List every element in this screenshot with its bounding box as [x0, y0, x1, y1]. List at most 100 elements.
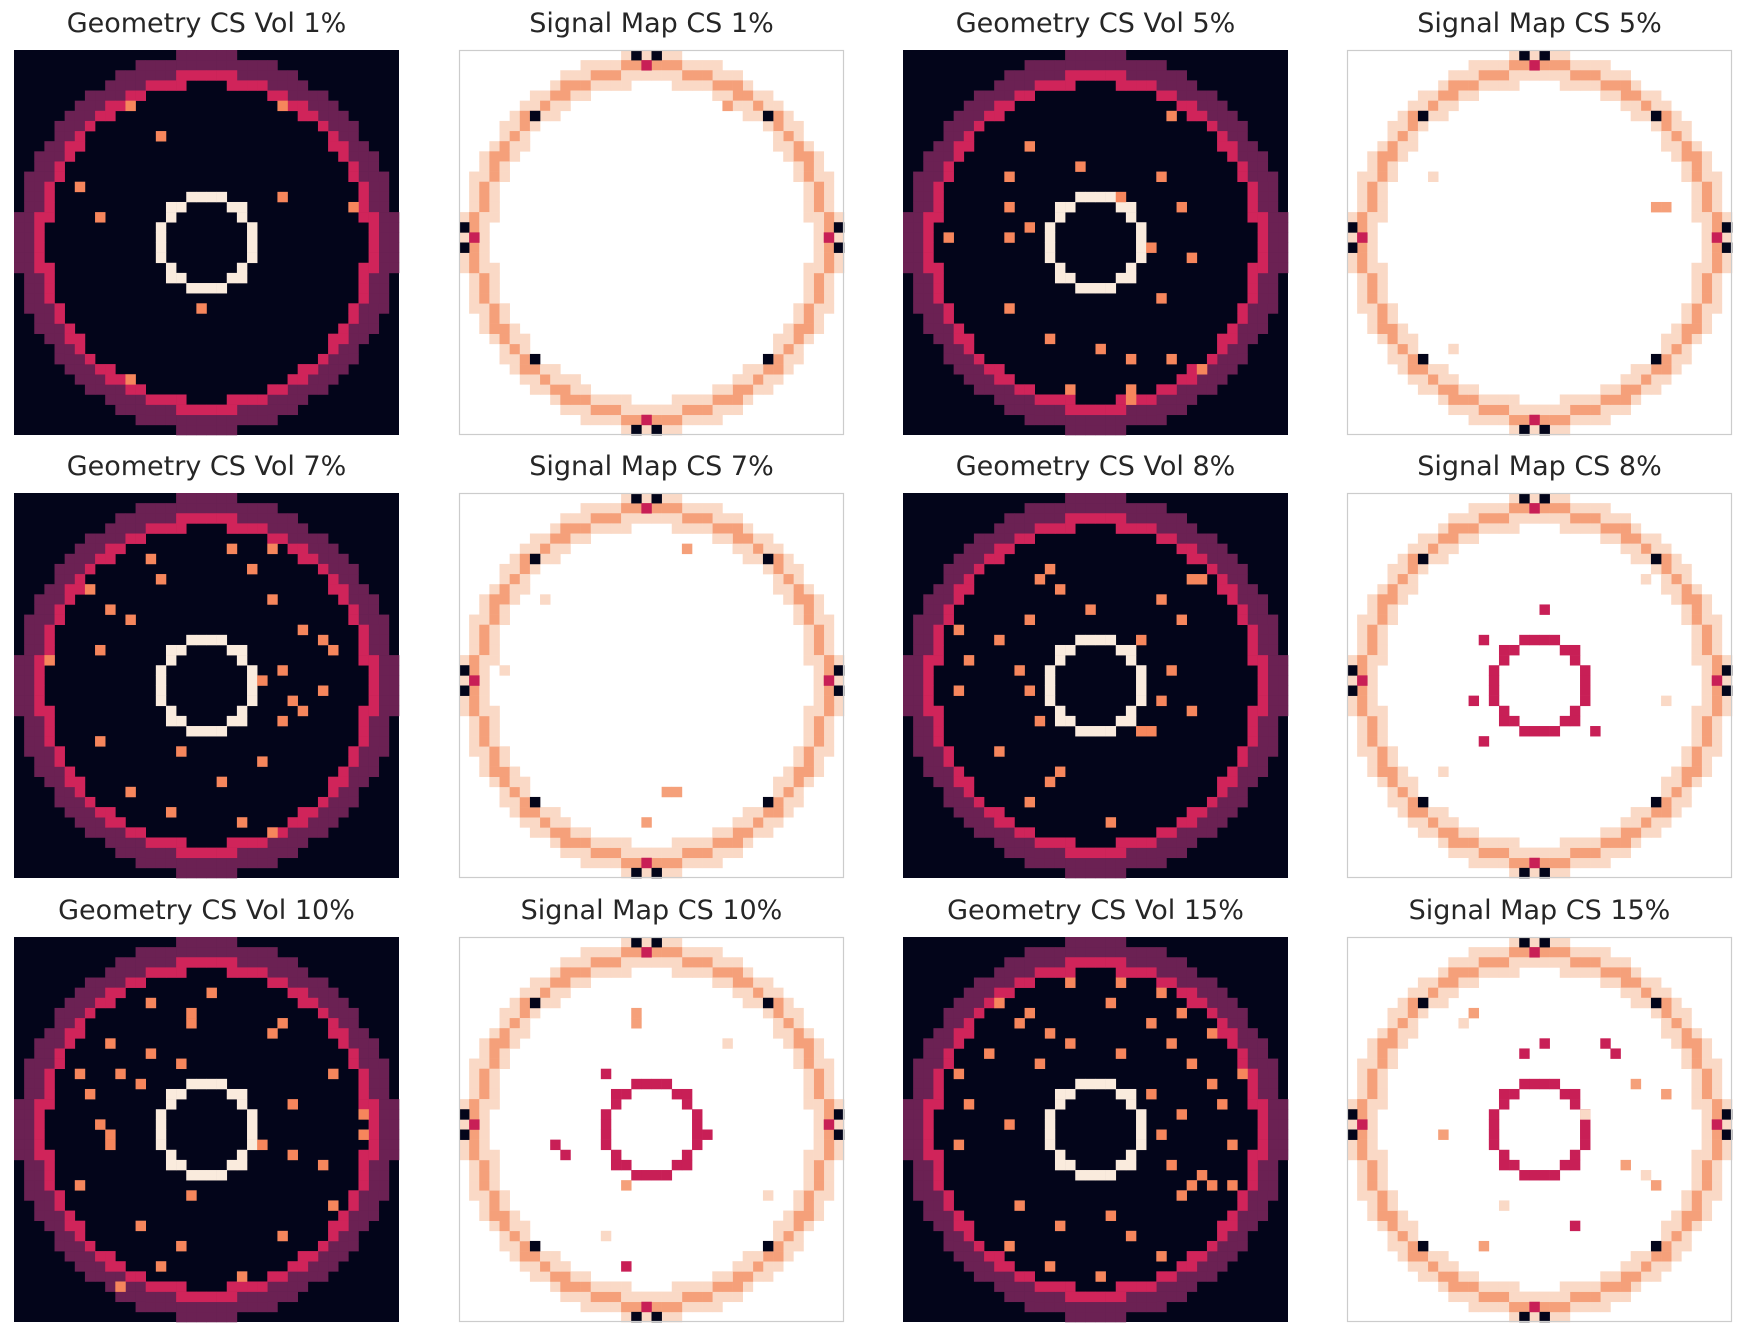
heatmap-cell — [34, 1149, 45, 1161]
heatmap-cell — [267, 977, 278, 988]
heatmap-cell — [1115, 857, 1127, 869]
heatmap-cell — [297, 1281, 309, 1292]
heatmap-cell — [994, 746, 1005, 757]
heatmap-cell — [64, 364, 76, 375]
heatmap-cell — [1397, 786, 1409, 798]
heatmap-cell — [196, 947, 207, 958]
heatmap-cell — [600, 1281, 612, 1292]
heatmap-cell — [1580, 1139, 1591, 1151]
heatmap-cell — [348, 614, 359, 626]
heatmap-cell — [610, 957, 622, 968]
heatmap-cell — [1661, 584, 1672, 595]
heatmap-cell — [186, 424, 197, 436]
heatmap-cell — [378, 655, 390, 666]
heatmap-cell — [358, 212, 369, 223]
heatmap-cell — [1701, 1119, 1713, 1130]
heatmap-cell — [1105, 414, 1117, 426]
heatmap-cell — [923, 242, 934, 253]
heatmap-cell — [580, 533, 592, 544]
heatmap-cell — [803, 705, 814, 717]
heatmap-cell — [1569, 503, 1581, 514]
heatmap-cell — [1509, 414, 1520, 426]
heatmap-cell — [913, 1068, 924, 1080]
heatmap-cell — [933, 161, 944, 172]
heatmap-cell — [34, 303, 45, 314]
heatmap-cell — [923, 1139, 934, 1151]
heatmap-cell — [267, 533, 278, 544]
heatmap-cell — [267, 404, 278, 416]
heatmap-cell — [155, 1119, 167, 1130]
heatmap-cell — [1357, 1058, 1368, 1070]
heatmap-cell — [1377, 272, 1388, 284]
heatmap-cell — [176, 746, 187, 757]
heatmap-cell — [135, 414, 147, 426]
heatmap-cell — [1125, 655, 1137, 666]
heatmap-cell — [1357, 655, 1368, 666]
heatmap-cell — [1024, 837, 1036, 848]
heatmap-cell — [1620, 977, 1631, 988]
heatmap-cell — [84, 987, 96, 999]
heatmap-cell — [1488, 80, 1500, 91]
heatmap-cell — [34, 313, 45, 324]
heatmap-cell — [1014, 957, 1025, 968]
heatmap-cell — [519, 374, 531, 385]
heatmap-cell — [1277, 675, 1289, 686]
heatmap-cell — [1519, 867, 1530, 879]
heatmap-cell — [1397, 323, 1409, 334]
heatmap-cell — [984, 827, 995, 838]
heatmap-cell — [1509, 493, 1520, 504]
heatmap-cell — [1367, 1149, 1378, 1161]
heatmap-cell — [1257, 303, 1269, 314]
heatmap-cell — [348, 313, 359, 324]
heatmap-cell — [368, 323, 380, 334]
heatmap-cell — [631, 857, 642, 869]
heatmap-cell — [1529, 1078, 1540, 1090]
heatmap-cell — [823, 705, 835, 717]
heatmap-cell — [186, 513, 197, 524]
heatmap-cell — [1136, 60, 1147, 71]
heatmap-cell — [953, 1230, 965, 1242]
heatmap-cell — [378, 746, 390, 757]
heatmap-cell — [1075, 424, 1086, 436]
heatmap-cell — [115, 533, 126, 544]
heatmap-cell — [1257, 1068, 1269, 1080]
heatmap-cell — [499, 604, 510, 615]
heatmap-cell — [540, 364, 551, 375]
heatmap-cell — [216, 857, 228, 869]
heatmap-cell — [1671, 1251, 1682, 1262]
heatmap-cell — [216, 776, 228, 788]
heatmap-cell — [762, 1190, 774, 1201]
heatmap-cell — [1044, 1301, 1056, 1313]
heatmap-cell — [348, 1190, 359, 1201]
heatmap-cell — [1065, 957, 1076, 968]
heatmap-cell — [913, 705, 924, 717]
heatmap-cell — [216, 726, 228, 737]
heatmap-cell — [540, 533, 551, 544]
heatmap-cell — [1620, 513, 1631, 524]
heatmap-cell — [1549, 404, 1561, 416]
heatmap-cell — [74, 987, 86, 999]
heatmap-cell — [489, 313, 500, 324]
heatmap-cell — [64, 1210, 76, 1221]
heatmap-cell — [206, 947, 217, 958]
heatmap-cell — [1377, 151, 1388, 162]
heatmap-cell — [1377, 1180, 1388, 1191]
heatmap-cell — [509, 553, 521, 565]
heatmap-cell — [1115, 715, 1127, 727]
heatmap-cell — [1257, 756, 1269, 767]
heatmap-cell — [1529, 867, 1540, 879]
heatmap-cell — [1701, 1170, 1713, 1181]
heatmap-cell — [1549, 424, 1561, 436]
heatmap-cell — [267, 543, 278, 555]
heatmap-cell — [489, 1099, 500, 1110]
heatmap-cell — [176, 404, 187, 416]
heatmap-cell — [1397, 120, 1409, 132]
heatmap-cell — [1357, 1180, 1368, 1191]
heatmap-cell — [953, 1028, 965, 1039]
heatmap-cell — [1034, 574, 1046, 585]
heatmap-cell — [1054, 394, 1066, 405]
heatmap-cell — [24, 1180, 35, 1191]
heatmap-cell — [1206, 1007, 1218, 1019]
heatmap-cell — [1065, 644, 1076, 656]
heatmap-cell — [338, 333, 349, 345]
